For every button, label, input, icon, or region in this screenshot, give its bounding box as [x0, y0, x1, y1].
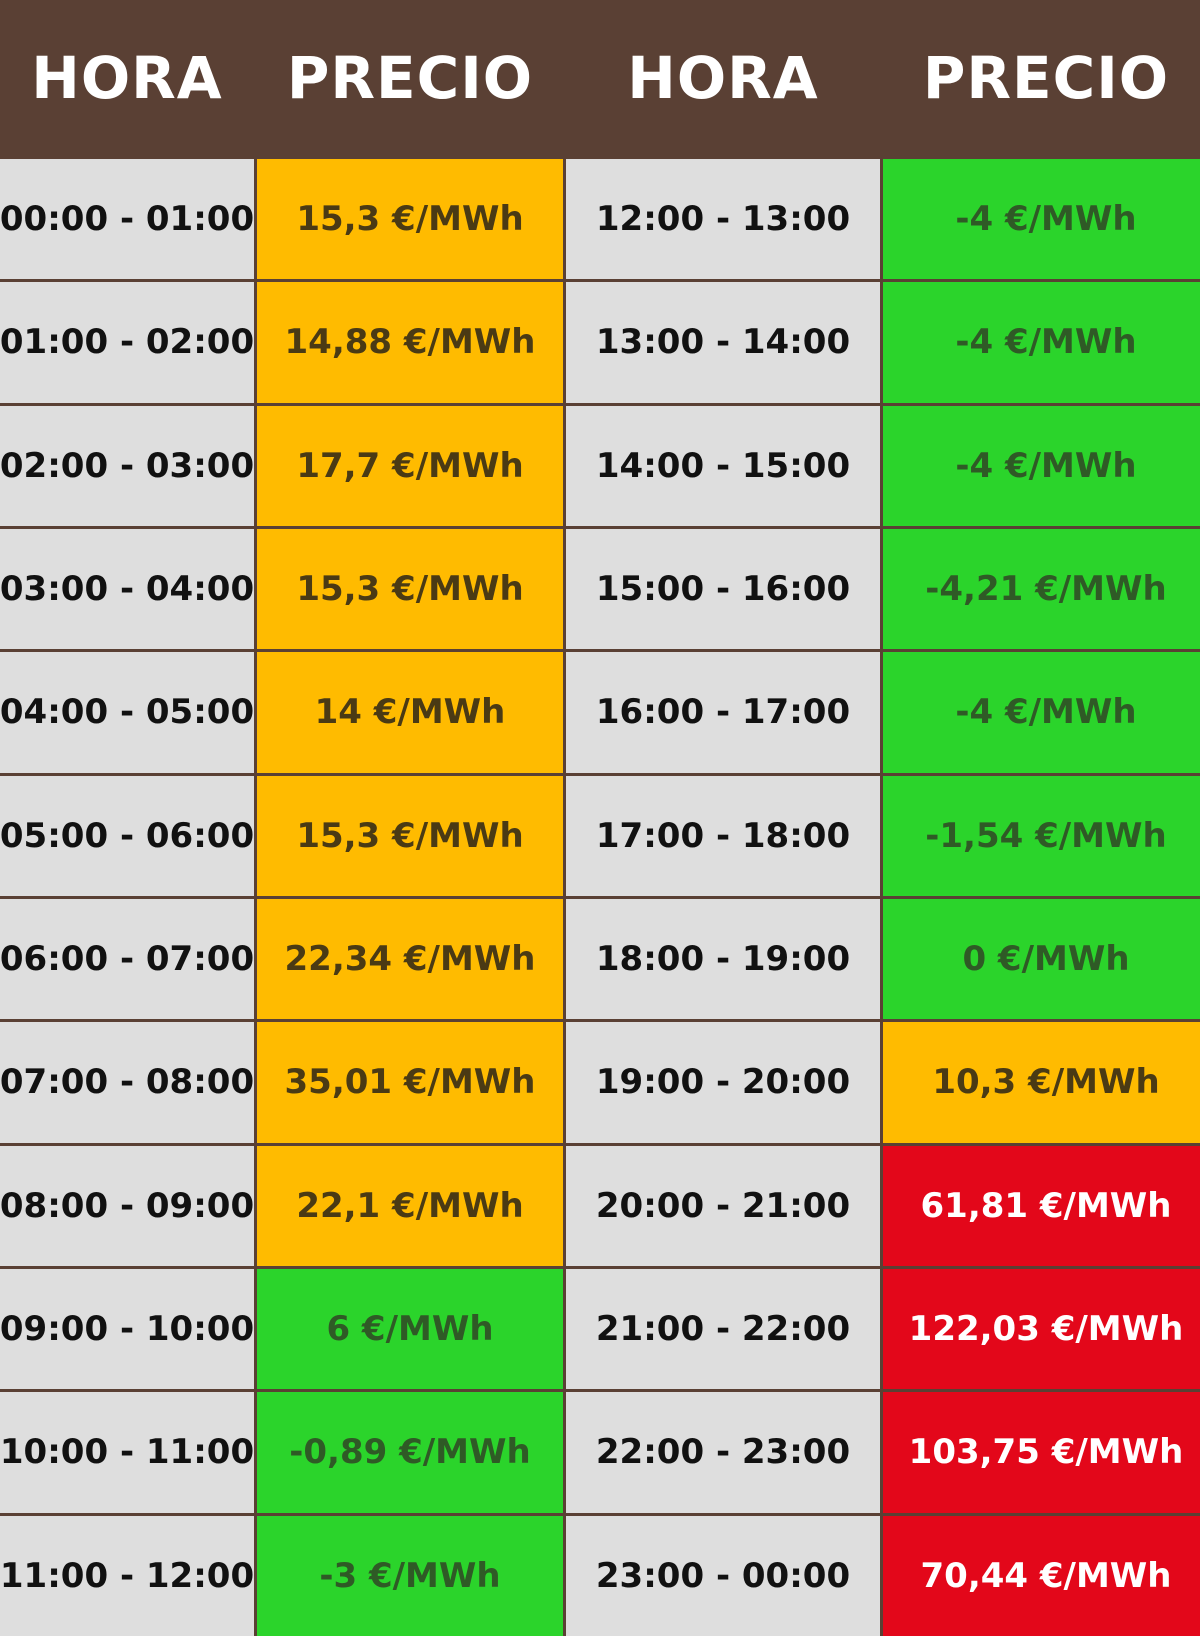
hora-left-cell: 01:00 - 02:00 [0, 282, 254, 403]
precio-left-cell: -3 €/MWh [257, 1515, 563, 1636]
precio-right-cell: 103,75 €/MWh [883, 1392, 1200, 1513]
header-hora-left: HORA [0, 0, 254, 156]
hora-left-cell: 11:00 - 12:00 [0, 1515, 254, 1636]
precio-left-cell: 15,3 €/MWh [257, 159, 563, 280]
header-precio-left: PRECIO [257, 0, 563, 156]
precio-left-cell: 22,34 €/MWh [257, 898, 563, 1020]
precio-right-cell: -4 €/MWh [883, 282, 1200, 403]
precio-right-cell: 61,81 €/MWh [883, 1145, 1200, 1266]
hora-left-cell: 08:00 - 09:00 [0, 1145, 254, 1266]
hora-right-cell: 17:00 - 18:00 [566, 775, 880, 896]
precio-left-cell: 14 €/MWh [257, 652, 563, 773]
precio-left-cell: 14,88 €/MWh [257, 282, 563, 403]
precio-right-cell: -4,21 €/MWh [883, 528, 1200, 650]
hora-right-cell: 21:00 - 22:00 [566, 1268, 880, 1390]
hora-left-cell: 06:00 - 07:00 [0, 898, 254, 1020]
hora-right-cell: 23:00 - 00:00 [566, 1515, 880, 1636]
precio-left-cell: 22,1 €/MWh [257, 1145, 563, 1266]
hora-right-cell: 16:00 - 17:00 [566, 652, 880, 773]
precio-right-cell: 10,3 €/MWh [883, 1022, 1200, 1143]
hora-left-cell: 02:00 - 03:00 [0, 405, 254, 526]
precio-left-cell: 15,3 €/MWh [257, 775, 563, 896]
header-hora-right: HORA [566, 0, 880, 156]
precio-left-cell: -0,89 €/MWh [257, 1392, 563, 1513]
hora-right-cell: 18:00 - 19:00 [566, 898, 880, 1020]
precio-left-cell: 6 €/MWh [257, 1268, 563, 1390]
hora-right-cell: 19:00 - 20:00 [566, 1022, 880, 1143]
precio-left-cell: 15,3 €/MWh [257, 528, 563, 650]
hora-left-cell: 00:00 - 01:00 [0, 159, 254, 280]
precio-right-cell: -4 €/MWh [883, 159, 1200, 280]
hora-right-cell: 12:00 - 13:00 [566, 159, 880, 280]
hora-right-cell: 13:00 - 14:00 [566, 282, 880, 403]
hora-left-cell: 10:00 - 11:00 [0, 1392, 254, 1513]
precio-right-cell: -4 €/MWh [883, 652, 1200, 773]
precio-right-cell: 122,03 €/MWh [883, 1268, 1200, 1390]
hora-left-cell: 09:00 - 10:00 [0, 1268, 254, 1390]
hora-right-cell: 22:00 - 23:00 [566, 1392, 880, 1513]
hora-left-cell: 05:00 - 06:00 [0, 775, 254, 896]
precio-left-cell: 17,7 €/MWh [257, 405, 563, 526]
header-precio-right: PRECIO [883, 0, 1200, 156]
hora-right-cell: 15:00 - 16:00 [566, 528, 880, 650]
hora-left-cell: 03:00 - 04:00 [0, 528, 254, 650]
hora-right-cell: 20:00 - 21:00 [566, 1145, 880, 1266]
hora-right-cell: 14:00 - 15:00 [566, 405, 880, 526]
precio-right-cell: 0 €/MWh [883, 898, 1200, 1020]
hora-left-cell: 04:00 - 05:00 [0, 652, 254, 773]
precio-left-cell: 35,01 €/MWh [257, 1022, 563, 1143]
precio-right-cell: -4 €/MWh [883, 405, 1200, 526]
precio-right-cell: 70,44 €/MWh [883, 1515, 1200, 1636]
hora-left-cell: 07:00 - 08:00 [0, 1022, 254, 1143]
precio-right-cell: -1,54 €/MWh [883, 775, 1200, 896]
